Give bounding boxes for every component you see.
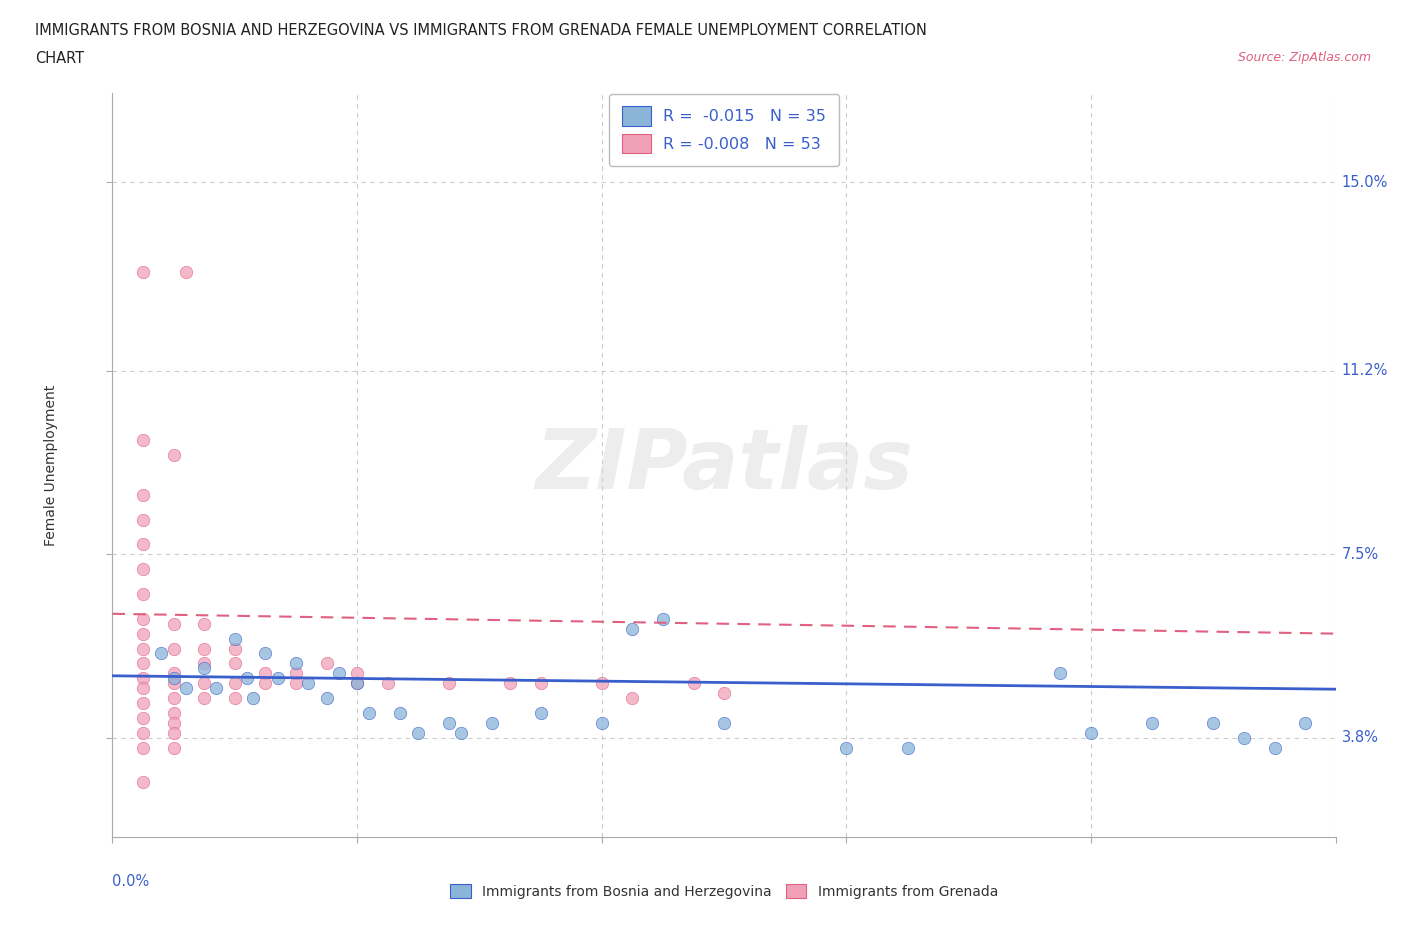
Point [284, 676, 308, 691]
Point [163, 447, 186, 462]
Point [284, 656, 308, 671]
Point [359, 706, 381, 721]
Point [408, 725, 430, 740]
Point [132, 512, 155, 527]
Point [132, 537, 155, 551]
Point [254, 646, 277, 661]
Point [254, 666, 277, 681]
Point [163, 740, 186, 755]
Point [297, 676, 319, 691]
Point [652, 611, 675, 626]
Point [591, 715, 613, 730]
Point [163, 641, 186, 656]
Point [132, 725, 155, 740]
Point [132, 696, 155, 711]
Point [193, 661, 215, 676]
Point [163, 725, 186, 740]
Point [163, 671, 186, 685]
Text: 15.0%: 15.0% [1341, 175, 1388, 190]
Point [224, 631, 246, 646]
Point [193, 656, 215, 671]
Point [205, 681, 228, 696]
Point [174, 264, 197, 279]
Point [224, 656, 246, 671]
Point [284, 666, 308, 681]
Point [132, 740, 155, 755]
Point [1233, 730, 1256, 745]
Point [481, 715, 503, 730]
Point [835, 740, 858, 755]
Point [621, 691, 644, 706]
Point [132, 611, 155, 626]
Point [1142, 715, 1164, 730]
Point [897, 740, 920, 755]
Text: 7.5%: 7.5% [1341, 547, 1379, 562]
Text: 3.8%: 3.8% [1341, 730, 1379, 745]
Point [713, 715, 735, 730]
Point [193, 691, 215, 706]
Point [163, 691, 186, 706]
Point [328, 666, 350, 681]
Point [132, 487, 155, 502]
Point [163, 706, 186, 721]
Point [193, 617, 215, 631]
Point [437, 676, 460, 691]
Point [591, 676, 613, 691]
Point [450, 725, 472, 740]
Point [1080, 725, 1102, 740]
Text: CHART: CHART [35, 51, 84, 66]
Point [132, 656, 155, 671]
Point [132, 671, 155, 685]
Point [713, 685, 735, 700]
Point [163, 676, 186, 691]
Point [388, 706, 411, 721]
Point [132, 641, 155, 656]
Point [1294, 715, 1316, 730]
Point [132, 587, 155, 602]
Point [236, 671, 259, 685]
Point [346, 676, 368, 691]
Point [224, 676, 246, 691]
Point [132, 626, 155, 641]
Legend: Immigrants from Bosnia and Herzegovina, Immigrants from Grenada: Immigrants from Bosnia and Herzegovina, … [444, 879, 1004, 905]
Point [254, 676, 277, 691]
Point [224, 641, 246, 656]
Text: 11.2%: 11.2% [1341, 364, 1388, 379]
Text: ZIPatlas: ZIPatlas [536, 424, 912, 506]
Point [315, 656, 337, 671]
Point [163, 617, 186, 631]
Point [224, 691, 246, 706]
Point [346, 676, 368, 691]
Point [132, 562, 155, 577]
Point [242, 691, 264, 706]
Point [150, 646, 173, 661]
Point [266, 671, 288, 685]
Text: IMMIGRANTS FROM BOSNIA AND HERZEGOVINA VS IMMIGRANTS FROM GRENADA FEMALE UNEMPLO: IMMIGRANTS FROM BOSNIA AND HERZEGOVINA V… [35, 23, 927, 38]
Point [437, 715, 460, 730]
Point [1264, 740, 1286, 755]
Point [530, 706, 553, 721]
Text: Female Unemployment: Female Unemployment [45, 384, 58, 546]
Point [377, 676, 399, 691]
Text: 0.0%: 0.0% [112, 874, 149, 889]
Point [174, 681, 197, 696]
Point [346, 666, 368, 681]
Point [193, 676, 215, 691]
Point [193, 641, 215, 656]
Point [682, 676, 704, 691]
Point [132, 432, 155, 447]
Point [163, 666, 186, 681]
Point [132, 775, 155, 790]
Point [499, 676, 522, 691]
Point [1202, 715, 1225, 730]
Point [315, 691, 337, 706]
Point [132, 711, 155, 725]
Point [132, 264, 155, 279]
Text: Source: ZipAtlas.com: Source: ZipAtlas.com [1237, 51, 1371, 64]
Point [163, 715, 186, 730]
Point [530, 676, 553, 691]
Point [132, 681, 155, 696]
Point [621, 621, 644, 636]
Point [1049, 666, 1071, 681]
